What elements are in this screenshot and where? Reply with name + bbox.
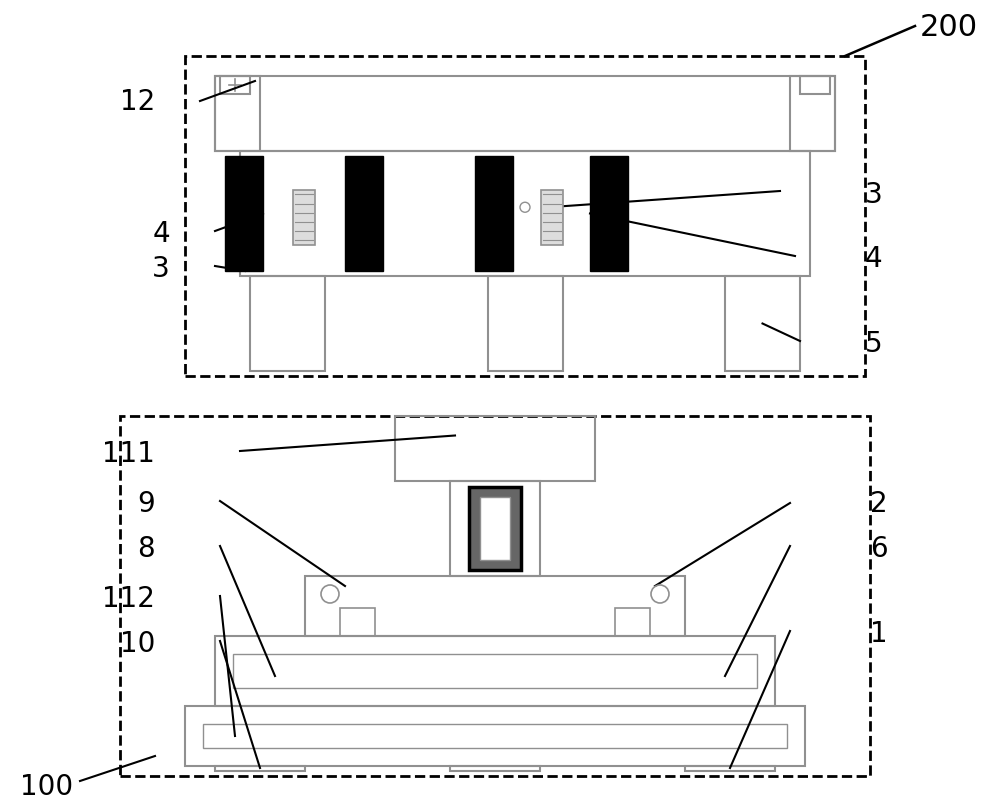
Bar: [475, 157, 513, 272]
Text: 3: 3: [152, 255, 170, 283]
Bar: [185, 57, 865, 376]
Bar: [469, 487, 521, 570]
Text: 10: 10: [120, 629, 155, 657]
Bar: [240, 152, 810, 277]
Text: 6: 6: [870, 534, 888, 562]
Text: 112: 112: [102, 584, 155, 612]
Text: 1: 1: [870, 620, 888, 647]
Bar: [615, 608, 650, 636]
Bar: [450, 766, 540, 771]
Bar: [225, 157, 263, 272]
Text: 5: 5: [865, 329, 883, 358]
Text: 3: 3: [865, 181, 883, 208]
Bar: [185, 706, 805, 766]
Bar: [345, 157, 383, 272]
Text: 100: 100: [20, 772, 73, 800]
Bar: [215, 77, 260, 152]
Bar: [340, 608, 375, 636]
Bar: [450, 482, 540, 577]
Bar: [220, 77, 250, 95]
Bar: [293, 191, 315, 246]
Text: 4: 4: [865, 245, 883, 272]
Bar: [800, 77, 830, 95]
Text: 4: 4: [152, 220, 170, 247]
Bar: [790, 77, 835, 152]
Bar: [685, 766, 775, 771]
Text: 9: 9: [137, 489, 155, 517]
Bar: [250, 277, 325, 371]
Bar: [540, 191, 562, 246]
Bar: [395, 417, 595, 482]
Bar: [215, 77, 835, 152]
Text: 111: 111: [102, 440, 155, 467]
Bar: [725, 277, 800, 371]
Bar: [203, 724, 787, 748]
Bar: [480, 497, 510, 560]
Bar: [215, 766, 305, 771]
Bar: [233, 654, 757, 689]
Bar: [488, 277, 562, 371]
Bar: [305, 577, 685, 636]
Text: 12: 12: [120, 88, 155, 116]
Bar: [120, 417, 870, 776]
Text: 8: 8: [137, 534, 155, 562]
Text: 2: 2: [870, 489, 888, 517]
Text: 200: 200: [920, 12, 978, 41]
Bar: [590, 157, 628, 272]
Bar: [215, 636, 775, 706]
